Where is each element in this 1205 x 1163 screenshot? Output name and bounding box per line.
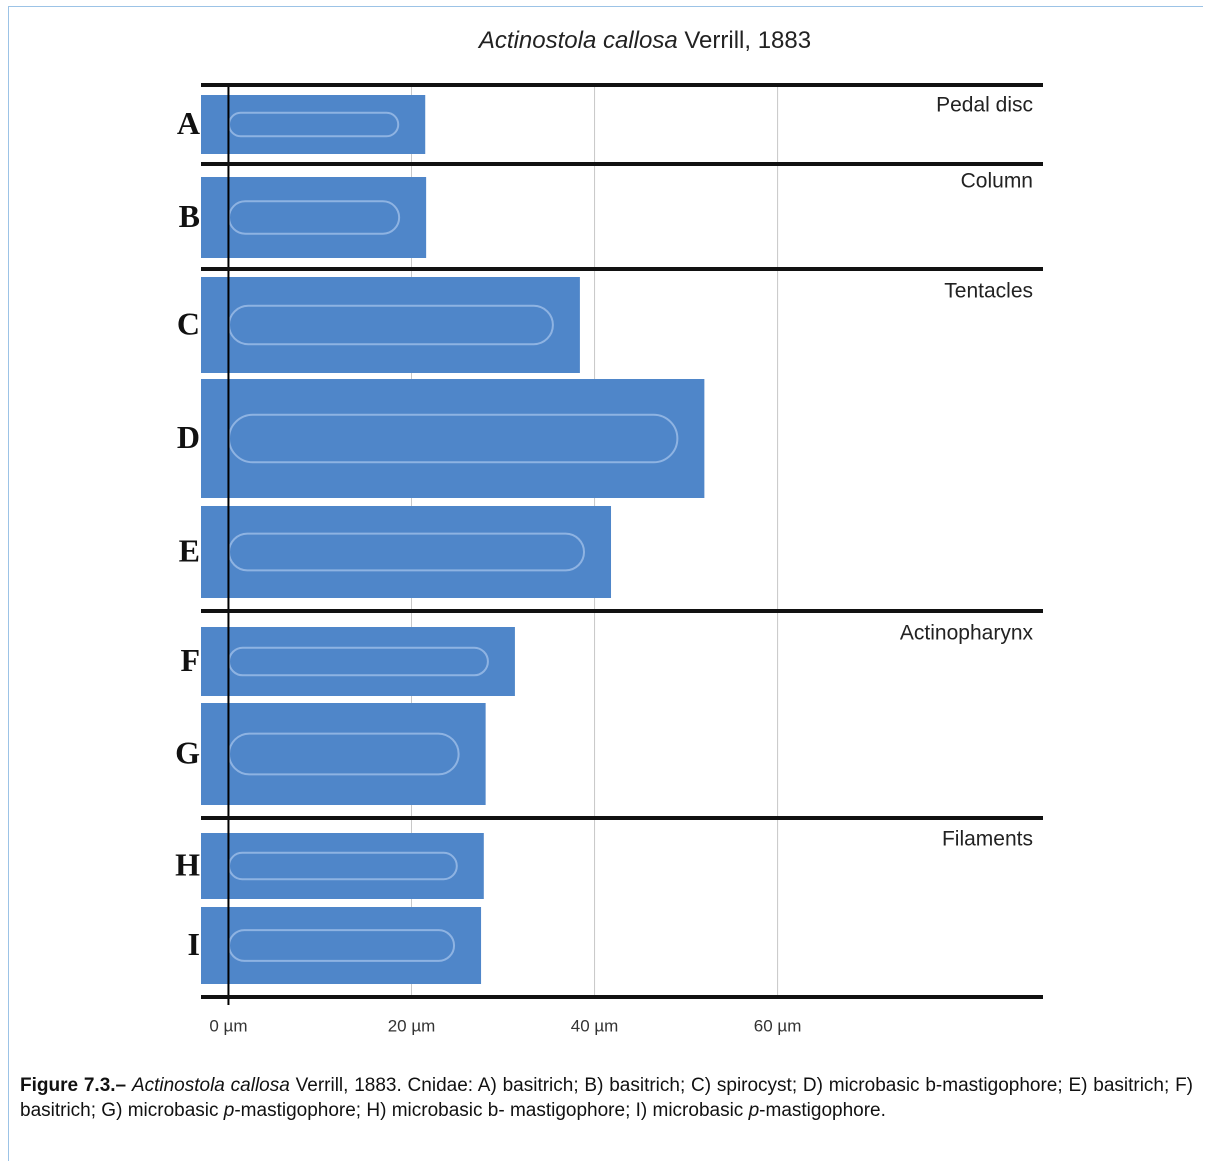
caption-species: Actinostola callosa	[132, 1075, 290, 1096]
bar-letter: H	[175, 846, 200, 882]
bar-letter: C	[177, 305, 200, 341]
group-label: Pedal disc	[936, 94, 1033, 117]
bar-letter: B	[179, 198, 200, 234]
title-species: Actinostola callosa	[477, 27, 678, 54]
caption-text: -mastigophore.	[759, 1100, 886, 1121]
bar	[201, 379, 704, 498]
chart-title: Actinostola callosa Verrill, 1883	[477, 27, 811, 54]
caption: Figure 7.3.– Actinostola callosa Verrill…	[20, 1073, 1193, 1123]
x-tick-label: 60 µm	[754, 1016, 802, 1035]
bar	[201, 277, 580, 373]
bar	[201, 833, 484, 899]
caption-italic: p	[224, 1100, 235, 1121]
chart: Actinostola callosa Verrill, 1883 0 µm 20…	[0, 0, 1205, 1060]
title-author: Verrill, 1883	[684, 27, 811, 54]
caption-label: Figure 7.3.–	[20, 1075, 126, 1096]
bar	[201, 177, 426, 258]
bar-letter: I	[188, 926, 200, 962]
page: Actinostola callosa Verrill, 1883 0 µm 20…	[0, 0, 1205, 1163]
bar-letter: F	[180, 642, 200, 678]
bar	[201, 506, 611, 598]
caption-italic: p	[749, 1100, 760, 1121]
bar	[201, 907, 481, 984]
group-label: Tentacles	[944, 280, 1033, 303]
group-label: Actinopharynx	[900, 622, 1034, 645]
bar-letter: A	[177, 105, 200, 141]
bar-letter: D	[177, 419, 200, 455]
x-tick-label: 0 µm	[209, 1016, 247, 1035]
caption-text: -mastigophore; H) microbasic b- mastigop…	[234, 1100, 748, 1121]
bar-letter: E	[179, 532, 200, 568]
group-label: Column	[961, 170, 1033, 193]
bar	[201, 627, 515, 696]
bar	[201, 95, 425, 154]
group-label: Filaments	[942, 828, 1033, 851]
bar-letter: G	[175, 734, 200, 770]
bar	[201, 703, 486, 805]
x-tick-label: 40 µm	[571, 1016, 619, 1035]
x-tick-label: 20 µm	[388, 1016, 436, 1035]
